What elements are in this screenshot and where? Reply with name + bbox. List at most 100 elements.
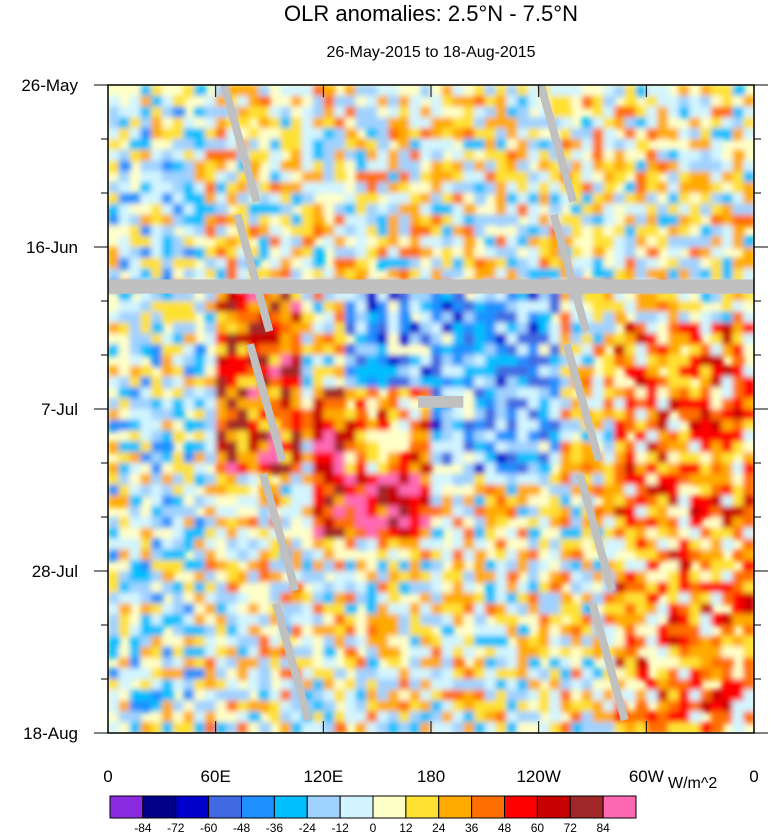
anomaly-cell: [527, 301, 541, 314]
anomaly-cell: [721, 106, 734, 119]
anomaly-cell: [614, 247, 627, 260]
anomaly-cell: [151, 311, 164, 325]
anomaly-cell: [237, 268, 250, 281]
anomaly-cell: [635, 581, 648, 595]
anomaly-cell: [140, 301, 153, 314]
anomaly-cell: [258, 128, 271, 141]
anomaly-cell: [161, 527, 175, 541]
anomaly-cell: [549, 95, 562, 109]
anomaly-cell: [527, 409, 541, 422]
anomaly-cell: [237, 430, 250, 443]
anomaly-cell: [334, 463, 347, 476]
anomaly-cell: [258, 225, 271, 238]
anomaly-cell: [581, 711, 594, 724]
anomaly-cell: [258, 722, 271, 733]
anomaly-cell: [183, 387, 196, 400]
anomaly-cell: [431, 344, 444, 357]
anomaly-cell: [409, 571, 422, 584]
anomaly-cell: [269, 193, 282, 206]
anomaly-cell: [538, 571, 551, 584]
anomaly-cell: [495, 527, 508, 541]
anomaly-cell: [226, 679, 239, 692]
anomaly-cell: [581, 128, 594, 141]
anomaly-cell: [452, 171, 465, 184]
anomaly-cell: [614, 657, 627, 670]
anomaly-cell: [387, 517, 401, 530]
anomaly-cell: [387, 182, 401, 195]
anomaly-cell: [689, 247, 702, 260]
anomaly-cell: [646, 257, 659, 271]
anomaly-cell: [441, 268, 455, 281]
anomaly-cell: [527, 139, 541, 152]
anomaly-cell: [366, 527, 379, 541]
anomaly-cell: [409, 517, 422, 530]
anomaly-cell: [312, 592, 325, 605]
anomaly-cell: [603, 387, 616, 400]
anomaly-cell: [323, 506, 336, 519]
anomaly-cell: [420, 149, 433, 163]
anomaly-cell: [635, 538, 648, 551]
anomaly-cell: [183, 268, 196, 281]
anomaly-cell: [710, 689, 724, 703]
anomaly-cell: [183, 376, 196, 389]
anomaly-cell: [226, 268, 239, 281]
anomaly-cell: [355, 506, 368, 519]
anomaly-cell: [700, 441, 713, 454]
anomaly-cell: [431, 430, 444, 443]
anomaly-cell: [398, 517, 411, 530]
anomaly-cell: [710, 571, 724, 584]
anomaly-cell: [215, 441, 228, 454]
anomaly-cell: [743, 322, 754, 335]
anomaly-cell: [441, 85, 455, 98]
anomaly-cell: [474, 139, 487, 152]
anomaly-cell: [323, 117, 336, 130]
anomaly-cell: [398, 257, 411, 271]
anomaly-cell: [667, 657, 681, 670]
anomaly-cell: [484, 160, 498, 173]
anomaly-cell: [140, 603, 153, 616]
anomaly-cell: [344, 549, 358, 562]
anomaly-cell: [291, 441, 304, 454]
anomaly-cell: [667, 149, 681, 163]
anomaly-cell: [291, 257, 304, 271]
anomaly-cell: [517, 203, 530, 217]
anomaly-cell: [667, 236, 681, 249]
anomaly-cell: [140, 646, 153, 659]
anomaly-cell: [495, 333, 508, 346]
anomaly-cell: [646, 301, 659, 314]
anomaly-cell: [571, 679, 584, 692]
anomaly-cell: [484, 560, 498, 573]
anomaly-cell: [732, 441, 745, 454]
anomaly-cell: [301, 506, 315, 519]
anomaly-cell: [635, 333, 648, 346]
anomaly-cell: [355, 322, 368, 335]
anomaly-cell: [172, 419, 185, 433]
anomaly-cell: [280, 376, 293, 389]
anomaly-cell: [204, 387, 218, 400]
anomaly-cell: [624, 160, 638, 173]
anomaly-cell: [420, 85, 433, 98]
colorbar-swatch: [339, 795, 374, 819]
anomaly-cell: [495, 571, 508, 584]
anomaly-cell: [581, 538, 594, 551]
anomaly-cell: [527, 247, 541, 260]
anomaly-cell: [398, 160, 411, 173]
anomaly-cell: [721, 160, 734, 173]
anomaly-cell: [312, 452, 325, 465]
anomaly-cell: [398, 679, 411, 692]
anomaly-cell: [678, 203, 691, 217]
anomaly-cell: [710, 711, 724, 724]
anomaly-cell: [474, 506, 487, 519]
anomaly-cell: [226, 560, 239, 573]
anomaly-cell: [377, 506, 390, 519]
anomaly-cell: [495, 214, 508, 227]
anomaly-cell: [172, 268, 185, 281]
anomaly-cell: [323, 301, 336, 314]
anomaly-cell: [355, 495, 368, 508]
anomaly-cell: [549, 333, 562, 346]
anomaly-cell: [398, 538, 411, 551]
anomaly-cell: [161, 203, 175, 217]
anomaly-cell: [215, 603, 228, 616]
anomaly-cell: [667, 484, 681, 497]
